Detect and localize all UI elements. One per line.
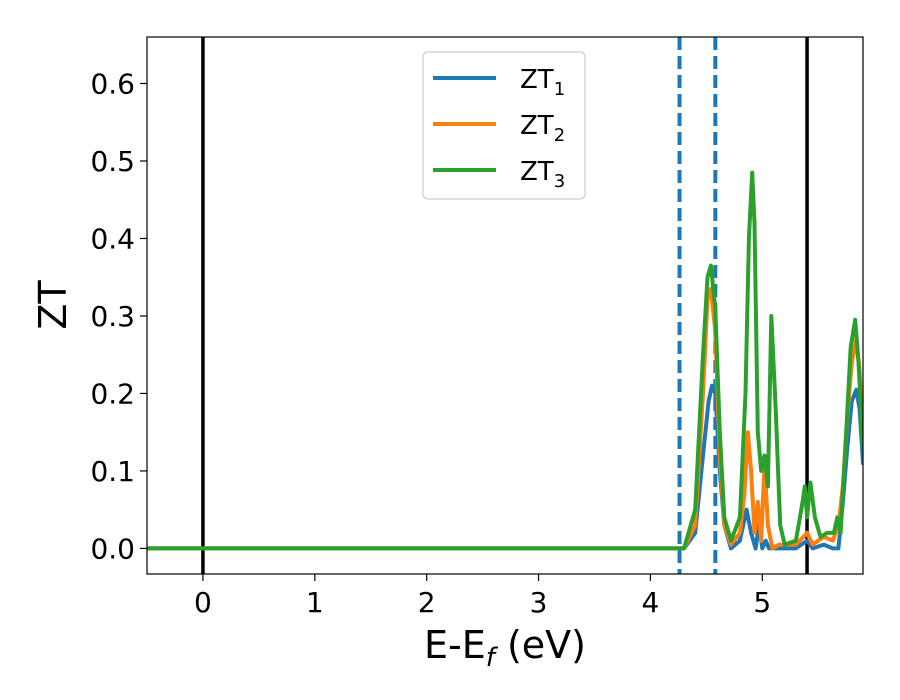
y-axis-title: ZT xyxy=(31,280,75,330)
y-tick-label-6: 0.6 xyxy=(90,67,135,100)
x-axis-title-unit: (eV) xyxy=(495,623,586,667)
x-axis-title-main: E-E xyxy=(424,623,486,667)
legend-label-main: ZT xyxy=(520,111,554,141)
y-tick-label-5: 0.5 xyxy=(90,145,135,178)
x-axis: 0 1 2 3 4 5 xyxy=(194,574,771,619)
legend-label-ZT3: ZT3 xyxy=(520,157,565,192)
x-tick-label-2: 2 xyxy=(418,586,436,619)
legend-label-subscript: 3 xyxy=(554,171,565,192)
x-tick-label-1: 1 xyxy=(306,586,324,619)
y-tick-label-2: 0.2 xyxy=(90,377,135,410)
plot-frame xyxy=(146,36,864,575)
legend-label-ZT2: ZT2 xyxy=(520,111,565,146)
series-line-ZT3 xyxy=(147,170,863,551)
x-axis-title: E-Ef (eV) xyxy=(424,623,586,673)
series-lines xyxy=(147,170,863,551)
y-tick-label-1: 0.1 xyxy=(90,455,135,488)
legend-label-ZT1: ZT1 xyxy=(520,65,565,100)
y-tick-label-4: 0.4 xyxy=(90,222,135,255)
legend-label-main: ZT xyxy=(520,157,554,187)
x-tick-label-5: 5 xyxy=(753,586,771,619)
y-tick-label-0: 0.0 xyxy=(90,532,135,565)
legend-box xyxy=(422,51,586,200)
x-tick-label-0: 0 xyxy=(194,586,212,619)
legend-label-subscript: 2 xyxy=(554,125,565,146)
x-tick-label-4: 4 xyxy=(642,586,660,619)
y-tick-label-3: 0.3 xyxy=(90,300,135,333)
legend-label-subscript: 1 xyxy=(554,79,565,100)
y-axis: 0.0 0.1 0.2 0.3 0.4 0.5 0.6 xyxy=(90,67,147,565)
legend-label-main: ZT xyxy=(520,65,554,95)
x-tick-label-3: 3 xyxy=(530,586,548,619)
